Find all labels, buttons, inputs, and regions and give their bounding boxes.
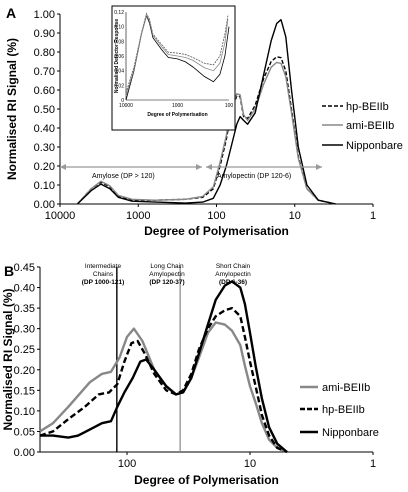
series-line-ami-beiib — [76, 61, 336, 205]
y-tick-label: 0.40 — [14, 283, 35, 295]
inset-x-tick-label: 1000 — [172, 103, 183, 109]
region-label-line: Intermediate — [85, 263, 122, 270]
inset-y-axis-title: Normalised Detector Response — [114, 19, 120, 93]
amylopectin-arrowhead-left — [206, 164, 212, 170]
y-tick-label: 0.35 — [14, 303, 35, 315]
y-tick-label: 0.10 — [14, 406, 35, 418]
panel-a-annotations: Amylose (DP > 120) Amylopectin (DP 120-6… — [60, 164, 322, 180]
inset-x-tick-label: 100 — [225, 103, 234, 109]
amylose-arrowhead-right — [196, 164, 202, 170]
y-tick-label: 0.70 — [34, 66, 55, 78]
inset-y-tick-label: 0.02 — [114, 83, 124, 89]
y-tick-label: 1.00 — [34, 9, 55, 21]
panel-a-label: A — [6, 5, 16, 21]
y-tick-label: 0.15 — [14, 385, 35, 397]
inset-y-tick-label: 0.10 — [114, 25, 124, 31]
x-tick-label: 10000 — [45, 210, 76, 222]
legend-label-hp-beiib: hp-BEIIb — [346, 101, 389, 113]
x-tick-label: 10 — [244, 458, 256, 470]
region-label-line: Amylopectin — [149, 271, 185, 278]
inset-x-tick-label: 10000 — [119, 103, 133, 109]
panel-b-label: B — [4, 263, 14, 279]
inset-series-line — [125, 13, 229, 97]
y-tick-label: 0.20 — [14, 365, 35, 377]
x-tick-label: 100 — [207, 210, 225, 222]
panel-a-series — [76, 19, 336, 205]
inset-series — [125, 12, 230, 101]
x-axis-title: Degree of Polymerisation — [144, 224, 289, 238]
y-tick-label: 0.50 — [34, 104, 55, 116]
panel-b-series — [39, 280, 288, 454]
region-label-line: Amylopectin — [215, 271, 251, 278]
y-tick-label: 0.60 — [34, 85, 55, 97]
series-line-nipponbare — [76, 19, 336, 205]
y-axis-title: Normalised RI Signal (%) — [5, 38, 19, 180]
inset-y-tick-label: 0.04 — [114, 69, 124, 75]
amylopectin-label: Amylopectin (DP 120-6) — [217, 173, 291, 180]
y-tick-label: 0.30 — [34, 142, 55, 154]
region-label-line: Chains — [93, 271, 114, 278]
region-label-line: (DP 6-36) — [219, 279, 247, 286]
legend-label-ami-beiib: ami-BEIIb — [346, 120, 394, 132]
y-tick-label: 0.80 — [34, 47, 55, 59]
x-tick-label: 1 — [370, 458, 376, 470]
inset-y-tick-label: 0.06 — [114, 54, 124, 60]
inset-y-tick-label: 0.08 — [114, 39, 124, 45]
panel-a: A 0.000.100.200.300.400.500.600.700.800.… — [5, 5, 403, 238]
x-tick-label: 10 — [289, 210, 301, 222]
series-line-nipponbare — [40, 280, 288, 453]
inset-x-axis-title: Degree of Polymerisation — [147, 112, 207, 118]
inset-axes: 0 0.02 0.04 0.06 0.08 0.10 0.12 10000 1000 100 Deg… — [114, 10, 233, 118]
y-axis-title: Normalised RI Signal (%) — [1, 288, 15, 430]
inset-y-tick-label: 0 — [121, 98, 124, 104]
y-tick-label: 0.00 — [34, 199, 55, 211]
y-tick-label: 0.40 — [34, 123, 55, 135]
x-tick-label: 1000 — [126, 210, 150, 222]
amylose-label: Amylose (DP > 120) — [92, 173, 155, 180]
y-tick-label: 0.90 — [34, 28, 55, 40]
legend-label-hp-beiib: hp-BEIIb — [322, 404, 365, 416]
region-label-line: (DP 120-37) — [149, 279, 184, 286]
y-tick-label: 0.10 — [34, 180, 55, 192]
y-tick-label: 0.00 — [14, 447, 35, 459]
y-tick-label: 0.25 — [14, 344, 35, 356]
inset-chart: 0 0.02 0.04 0.06 0.08 0.10 0.12 10000 1000 100 Deg… — [111, 5, 236, 131]
legend-label-ami-beiib: ami-BEIIb — [322, 382, 370, 394]
legend-label-nipponbare: Nipponbare — [322, 427, 379, 439]
legend-label-nipponbare: Nipponbare — [346, 140, 403, 152]
inset-y-tick-label: 0.12 — [114, 10, 124, 16]
region-label-line: Short Chain — [216, 263, 251, 270]
inset-frame — [111, 5, 236, 131]
panel-b-axes: 0.00 0.05 0.10 0.15 0.20 0.25 0.30 0.35 0.40 0.45… — [1, 262, 376, 487]
series-line-ami-beiib — [39, 321, 288, 454]
x-axis-title: Degree of Polymerisation — [134, 473, 279, 487]
series-line-hp-beiib — [76, 56, 336, 205]
region-label-line: (DP 1000-121) — [82, 279, 125, 286]
panel-a-legend: hp-BEIIb ami-BEIIb Nipponbare — [322, 101, 403, 152]
amylopectin-arrowhead-right — [316, 164, 322, 170]
y-tick-label: 0.20 — [34, 161, 55, 173]
region-label-line: Long Chain — [150, 263, 184, 270]
x-tick-label: 100 — [118, 458, 136, 470]
panel-b-legend: ami-BEIIb hp-BEIIb Nipponbare — [300, 382, 379, 439]
y-tick-label: 0.45 — [14, 262, 35, 274]
amylose-arrowhead-left — [60, 164, 66, 170]
panel-b: B 0.000.050.100.150.200.250.300.350.400.… — [1, 262, 379, 487]
panel-a-axes: 0.00 0.10 0.20 0.30 0.40 0.50 0.60 0.70 0.80 0.90… — [5, 9, 376, 238]
y-tick-label: 0.30 — [14, 324, 35, 336]
y-tick-label: 0.05 — [14, 426, 35, 438]
x-tick-label: 1 — [370, 210, 376, 222]
